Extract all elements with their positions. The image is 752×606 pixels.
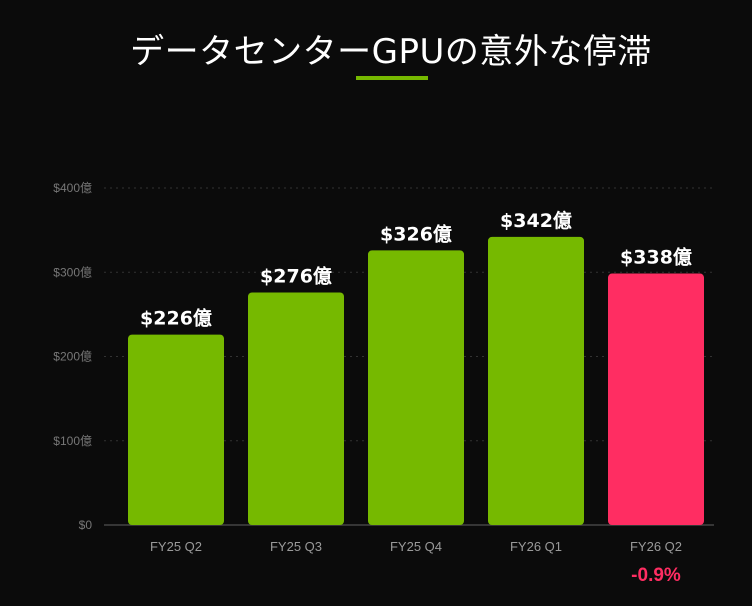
bar[interactable]	[608, 273, 704, 525]
y-tick-label: $0	[79, 518, 93, 532]
y-tick-label: $300億	[53, 265, 92, 279]
y-tick-label: $400億	[53, 181, 92, 195]
x-tick-label: FY26 Q2	[630, 539, 682, 554]
data-label: $326億	[380, 222, 452, 245]
data-label: $276億	[260, 264, 332, 287]
change-annotation: -0.9%	[631, 565, 681, 586]
x-tick-label: FY26 Q1	[510, 539, 562, 554]
title-underline	[356, 76, 428, 80]
bar[interactable]	[128, 334, 224, 525]
y-tick-label: $100億	[53, 434, 92, 448]
data-label: $226億	[140, 307, 212, 330]
y-tick-label: $200億	[53, 350, 92, 364]
bar[interactable]	[368, 250, 464, 525]
x-tick-label: FY25 Q3	[270, 539, 322, 554]
label-layer: $226億 FY25 Q2 $276億 FY25 Q3 $326億 FY25 Q4 $342…	[140, 209, 692, 586]
data-label: $342億	[500, 209, 572, 232]
x-tick-label: FY25 Q4	[390, 539, 442, 554]
bar-layer	[128, 236, 704, 526]
bar[interactable]	[488, 236, 584, 526]
data-label: $338億	[620, 246, 692, 269]
bar[interactable]	[248, 292, 344, 525]
page-title: データセンターGPUの意外な停滞	[130, 32, 652, 72]
x-tick-label: FY25 Q2	[150, 539, 202, 554]
